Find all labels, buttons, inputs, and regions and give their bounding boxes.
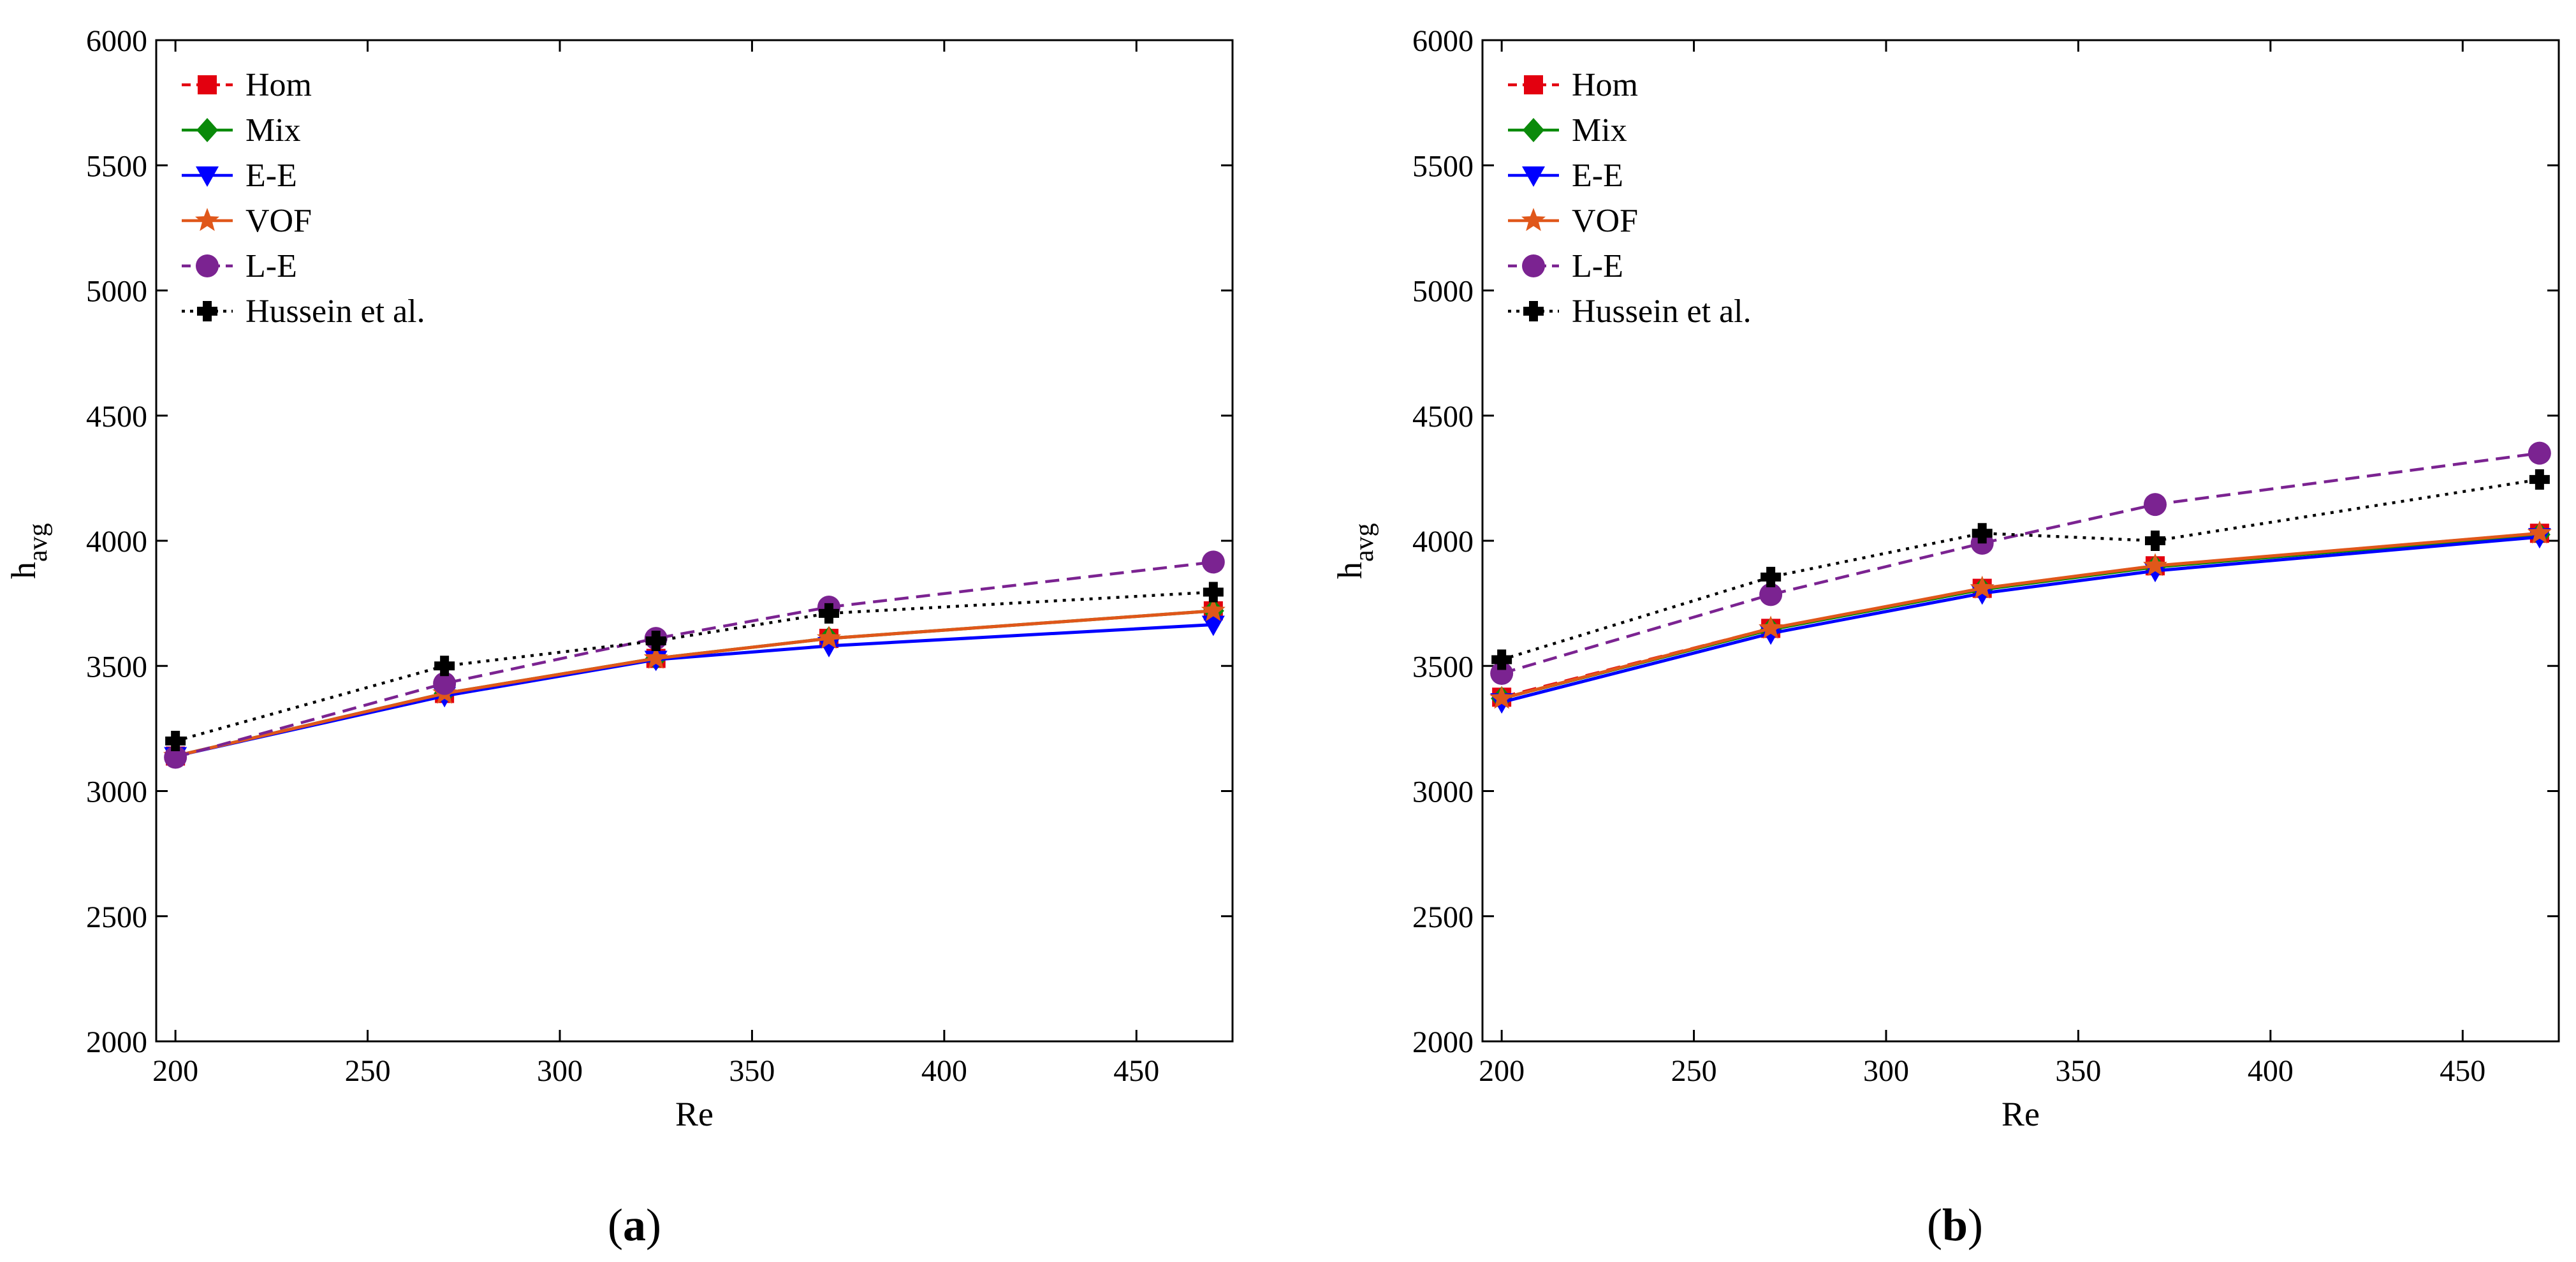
y-tick-label: 4000 bbox=[1412, 525, 1474, 559]
y-tick-label: 2500 bbox=[86, 900, 147, 934]
y-tick-label: 6000 bbox=[1412, 24, 1474, 58]
legend-label: Hom bbox=[245, 67, 312, 103]
data-point-e-e bbox=[817, 636, 840, 657]
data-point-vof bbox=[1489, 686, 1514, 709]
legend-label: VOF bbox=[1572, 203, 1638, 239]
y-axis-label-main: h bbox=[4, 562, 43, 579]
legend-label: Mix bbox=[245, 112, 301, 149]
y-tick-label: 3000 bbox=[1412, 775, 1474, 809]
series-line-l-e bbox=[175, 561, 1214, 759]
series-line-hussein-et-al- bbox=[1501, 478, 2540, 661]
x-tick-label: 200 bbox=[152, 1054, 198, 1088]
legend-marker bbox=[1522, 166, 1545, 187]
y-tick-label: 6000 bbox=[86, 24, 147, 58]
legend-label: Hussein et al. bbox=[245, 293, 425, 330]
x-tick-label: 400 bbox=[921, 1054, 967, 1088]
data-point-vof bbox=[2527, 520, 2552, 544]
y-tick-label: 3500 bbox=[1412, 650, 1474, 684]
data-point-hussein-et-al- bbox=[434, 656, 455, 677]
y-tick-label: 2500 bbox=[1412, 900, 1474, 934]
x-tick-label: 350 bbox=[729, 1054, 775, 1088]
x-axis-label: Re bbox=[2002, 1095, 2040, 1133]
data-point-l-e bbox=[433, 671, 457, 695]
legend-label: E-E bbox=[245, 158, 297, 194]
data-point-vof bbox=[817, 626, 841, 649]
y-tick-label: 3500 bbox=[86, 650, 147, 684]
data-point-l-e bbox=[2144, 493, 2167, 517]
x-tick-label: 250 bbox=[1671, 1054, 1717, 1088]
y-tick-label: 4500 bbox=[1412, 400, 1474, 434]
y-tick-label: 4500 bbox=[86, 400, 147, 434]
legend-label: E-E bbox=[1572, 158, 1623, 194]
data-point-vof bbox=[643, 645, 668, 669]
data-point-l-e bbox=[1759, 583, 1783, 606]
legend-marker bbox=[1522, 254, 1545, 277]
legend-label: L-E bbox=[245, 248, 297, 284]
data-point-hussein-et-al- bbox=[1491, 649, 1512, 670]
legend-label: Hussein et al. bbox=[1572, 293, 1752, 330]
x-tick-label: 450 bbox=[1113, 1054, 1159, 1088]
data-point-hussein-et-al- bbox=[2145, 531, 2165, 551]
x-tick-label: 450 bbox=[2440, 1054, 2485, 1088]
y-tick-label: 5000 bbox=[1412, 275, 1474, 309]
data-point-vof bbox=[1970, 575, 1994, 599]
caption-a: (a) bbox=[608, 1200, 661, 1251]
legend-marker bbox=[196, 166, 219, 187]
legend-marker bbox=[1523, 301, 1544, 321]
x-tick-label: 200 bbox=[1479, 1054, 1525, 1088]
y-axis-label-sub: avg bbox=[24, 523, 53, 562]
data-point-l-e bbox=[2528, 441, 2551, 465]
legend-marker bbox=[1523, 118, 1544, 142]
data-point-vof bbox=[1201, 598, 1226, 622]
data-point-hussein-et-al- bbox=[1203, 582, 1224, 603]
legend-marker bbox=[1524, 75, 1543, 94]
x-tick-label: 300 bbox=[537, 1054, 583, 1088]
legend-marker bbox=[196, 118, 218, 142]
data-point-hussein-et-al- bbox=[2529, 469, 2550, 490]
data-point-hussein-et-al- bbox=[645, 631, 666, 651]
panel-b: 200 250 300 350 400 450 2000 2500 3000 3500 4000 45… bbox=[1331, 24, 2560, 1133]
data-point-e-e bbox=[1201, 615, 1225, 636]
legend-marker bbox=[198, 75, 217, 94]
y-tick-label: 2000 bbox=[86, 1025, 147, 1059]
y-axis-label: havg bbox=[4, 523, 53, 579]
y-tick-label: 4000 bbox=[86, 525, 147, 559]
y-tick-label: 2000 bbox=[1412, 1025, 1474, 1059]
x-tick-label: 400 bbox=[2248, 1054, 2294, 1088]
series-line-l-e bbox=[1501, 451, 2540, 675]
data-point-hussein-et-al- bbox=[165, 731, 186, 751]
data-point-hussein-et-al- bbox=[1760, 566, 1782, 587]
panel-a: 200 250 300 350 400 450 2000 2500 3000 3500 4000 45… bbox=[4, 24, 1234, 1133]
caption-b: (b) bbox=[1927, 1200, 1983, 1251]
legend-label: Mix bbox=[1572, 112, 1627, 149]
x-tick-label: 300 bbox=[1863, 1054, 1909, 1088]
data-point-vof bbox=[1759, 615, 1783, 639]
legend-marker bbox=[196, 254, 219, 277]
y-tick-label: 3000 bbox=[86, 775, 147, 809]
x-axis-label: Re bbox=[675, 1095, 714, 1133]
legend-label: VOF bbox=[245, 203, 312, 239]
data-point-hussein-et-al- bbox=[819, 603, 839, 624]
y-tick-label: 5500 bbox=[1412, 149, 1474, 183]
y-tick-label: 5500 bbox=[86, 149, 147, 183]
data-point-l-e bbox=[1201, 550, 1225, 574]
y-tick-label: 5000 bbox=[86, 275, 147, 309]
legend-marker bbox=[195, 208, 219, 231]
x-tick-label: 250 bbox=[345, 1054, 391, 1088]
legend-marker bbox=[197, 301, 217, 321]
y-axis-label-main: h bbox=[1331, 562, 1369, 579]
legend-marker bbox=[1521, 208, 1546, 231]
legend-label: L-E bbox=[1572, 248, 1623, 284]
legend-label: Hom bbox=[1572, 67, 1638, 103]
x-tick-label: 350 bbox=[2055, 1054, 2101, 1088]
y-axis-label: havg bbox=[1331, 523, 1379, 579]
data-point-l-e bbox=[1490, 662, 1514, 686]
y-axis-label-sub: avg bbox=[1350, 523, 1379, 562]
data-point-vof bbox=[2143, 553, 2167, 576]
data-point-hussein-et-al- bbox=[1972, 523, 1993, 544]
data-point-l-e bbox=[164, 745, 187, 769]
